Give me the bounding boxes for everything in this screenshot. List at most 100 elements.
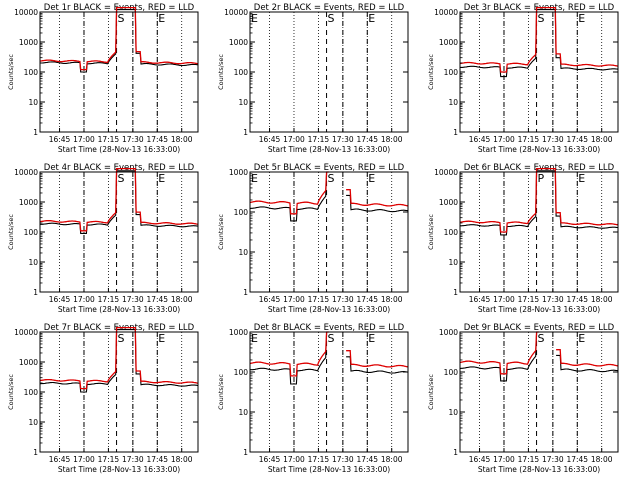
x-axis-label: Start Time (28-Nov-13 16:33:00) xyxy=(478,465,600,474)
event-marker-label: S xyxy=(538,12,545,25)
y-tick-label: 100 xyxy=(24,388,39,397)
event-marker-label: E xyxy=(251,172,258,185)
plot-frame xyxy=(459,331,619,453)
y-tick-label: 1 xyxy=(453,128,458,137)
event-marker-label: E xyxy=(578,172,585,185)
x-tick-label: 17:00 xyxy=(73,295,95,304)
x-tick-label: 18:00 xyxy=(381,135,403,144)
y-axis-label: Counts/sec xyxy=(7,54,15,90)
plot-frame xyxy=(249,331,409,453)
y-tick-label: 1 xyxy=(453,448,458,457)
events-curve xyxy=(39,329,199,393)
x-tick-label: 17:15 xyxy=(98,455,120,464)
y-tick-label: 1 xyxy=(33,288,38,297)
y-axis-label: Counts/sec xyxy=(7,214,15,250)
y-tick-label: 10000 xyxy=(14,168,38,177)
event-marker-label: E xyxy=(368,332,375,345)
plot-frame xyxy=(249,171,409,293)
x-tick-label: 16:45 xyxy=(49,295,71,304)
y-tick-label: 1000 xyxy=(229,168,248,177)
x-tick-label: 17:45 xyxy=(566,295,588,304)
detector-panel: Det 9r BLACK = Events, RED = LLD Counts/s… xyxy=(427,323,619,474)
y-tick-label: 10 xyxy=(238,248,248,257)
y-tick-label: 10 xyxy=(28,418,38,427)
y-tick-label: 100 xyxy=(444,68,459,77)
plot-frame xyxy=(39,171,199,293)
y-tick-label: 10 xyxy=(28,258,38,267)
y-tick-label: 1 xyxy=(243,128,248,137)
plot-frame xyxy=(39,331,199,453)
detector-panel: Det 3r BLACK = Events, RED = LLDCounts/s… xyxy=(427,3,619,154)
x-axis-label: Start Time (28-Nov-13 16:33:00) xyxy=(268,145,390,154)
detector-panel: Det 4r BLACK = Events, RED = LLDCounts/s… xyxy=(7,163,199,314)
x-axis-label: Start Time (28-Nov-13 16:33:00) xyxy=(478,145,600,154)
x-tick-label: 17:45 xyxy=(146,135,168,144)
event-marker-label: E xyxy=(251,332,258,345)
x-tick-label: 16:45 xyxy=(259,295,281,304)
x-tick-label: 17:30 xyxy=(332,295,354,304)
y-tick-label: 100 xyxy=(444,228,459,237)
x-tick-label: 17:30 xyxy=(332,455,354,464)
x-tick-label: 17:15 xyxy=(518,135,540,144)
x-tick-label: 17:00 xyxy=(283,295,305,304)
event-marker-label: E xyxy=(578,332,585,345)
x-tick-label: 17:45 xyxy=(146,455,168,464)
x-tick-label: 17:00 xyxy=(493,295,515,304)
x-tick-label: 16:45 xyxy=(49,135,71,144)
x-axis-label: Start Time (28-Nov-13 16:33:00) xyxy=(58,465,180,474)
y-tick-label: 1000 xyxy=(439,328,458,337)
event-marker-label: E xyxy=(158,12,165,25)
y-axis-label: Counts/sec xyxy=(427,54,435,90)
x-tick-label: 17:00 xyxy=(73,135,95,144)
x-tick-label: 17:30 xyxy=(542,295,564,304)
x-tick-label: 18:00 xyxy=(591,295,613,304)
event-marker-label: S xyxy=(538,332,545,345)
y-tick-label: 1000 xyxy=(19,38,38,47)
plot-frame xyxy=(459,171,619,293)
x-tick-label: 17:00 xyxy=(283,455,305,464)
plot-frame xyxy=(249,11,409,133)
y-tick-label: 1000 xyxy=(439,198,458,207)
y-tick-label: 1 xyxy=(243,288,248,297)
event-marker-label: S xyxy=(328,12,335,25)
y-tick-label: 10000 xyxy=(14,8,38,17)
event-marker-label: E xyxy=(368,12,375,25)
y-tick-label: 10000 xyxy=(434,168,458,177)
x-tick-label: 18:00 xyxy=(171,295,193,304)
x-tick-label: 17:15 xyxy=(308,455,330,464)
events-curve xyxy=(249,171,409,222)
y-tick-label: 1 xyxy=(243,448,248,457)
event-marker-label: S xyxy=(118,332,125,345)
x-axis-label: Start Time (28-Nov-13 16:33:00) xyxy=(58,145,180,154)
y-axis-label: Counts/sec xyxy=(7,374,15,410)
panel-title: Det 5r BLACK = Events, RED = LLD xyxy=(254,163,405,173)
lld-curve xyxy=(459,167,619,233)
x-tick-label: 17:15 xyxy=(518,455,540,464)
x-tick-label: 16:45 xyxy=(469,135,491,144)
x-tick-label: 17:45 xyxy=(566,135,588,144)
x-tick-label: 18:00 xyxy=(591,455,613,464)
x-tick-label: 18:00 xyxy=(171,455,193,464)
lld-curve xyxy=(249,171,409,215)
panel-title: Det 9r BLACK = Events, RED = LLD xyxy=(464,323,615,333)
y-tick-label: 1 xyxy=(453,288,458,297)
x-tick-label: 16:45 xyxy=(469,455,491,464)
y-tick-label: 100 xyxy=(24,228,39,237)
lld-curve xyxy=(39,6,199,71)
y-tick-label: 10 xyxy=(448,408,458,417)
y-axis-label: Counts/sec xyxy=(427,214,435,250)
y-tick-label: 1000 xyxy=(229,328,248,337)
y-tick-label: 1000 xyxy=(439,38,458,47)
x-tick-label: 16:45 xyxy=(469,295,491,304)
detector-panel: Det 8r BLACK = Events, RED = LLD Counts/s… xyxy=(217,323,409,474)
detector-panel: Det 7r BLACK = Events, RED = LLDCounts/s… xyxy=(7,323,199,474)
y-tick-label: 1 xyxy=(33,128,38,137)
event-marker-label: E xyxy=(368,172,375,185)
x-tick-label: 17:30 xyxy=(122,135,144,144)
detector-panel: Det 5r BLACK = Events, RED = LLD Counts/s… xyxy=(217,163,409,314)
event-marker-label: P xyxy=(538,172,545,185)
y-tick-label: 10 xyxy=(238,408,248,417)
lld-curve xyxy=(249,331,409,377)
y-tick-label: 1000 xyxy=(229,38,248,47)
event-marker-label: S xyxy=(328,172,335,185)
